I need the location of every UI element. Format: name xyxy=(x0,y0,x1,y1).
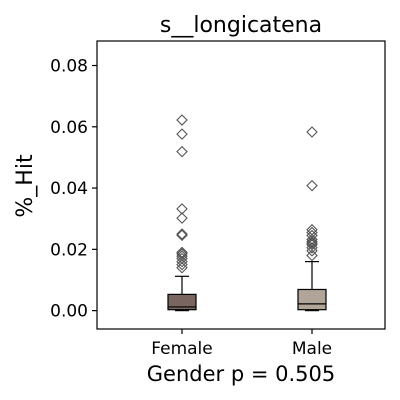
outlier-point xyxy=(176,250,188,262)
outlier-point xyxy=(306,237,318,249)
y-tick-label: 0.02 xyxy=(50,240,88,260)
box-iqr xyxy=(167,293,197,311)
outlier-point xyxy=(306,179,318,192)
x-axis: Female Male xyxy=(151,329,332,359)
outlier-point xyxy=(306,233,318,246)
box-series xyxy=(167,114,327,312)
x-tick-label: Male xyxy=(292,339,332,359)
box-group-female xyxy=(167,114,197,312)
outlier-point xyxy=(176,255,188,268)
y-tick-label: 0.00 xyxy=(50,302,88,322)
y-tick-label: 0.08 xyxy=(50,57,88,77)
outlier-point xyxy=(176,229,188,242)
outlier-point xyxy=(306,249,318,262)
outlier-point xyxy=(176,228,188,240)
outlier-point xyxy=(306,229,318,242)
outlier-point xyxy=(176,261,188,274)
box-group-male xyxy=(297,126,327,312)
outlier-point xyxy=(306,242,318,254)
y-tick-label: 0.04 xyxy=(50,179,88,199)
plot-frame xyxy=(96,40,386,330)
y-tick-label: 0.06 xyxy=(50,118,88,138)
outlier-point xyxy=(176,145,188,158)
outlier-point xyxy=(176,212,188,224)
y-axis-label: %_Hit xyxy=(13,154,38,218)
outlier-point xyxy=(306,126,318,138)
outlier-point xyxy=(176,128,188,140)
outlier-point xyxy=(176,203,188,215)
y-axis: 0.00 0.02 0.04 0.06 0.08 xyxy=(50,57,97,322)
chart-title: s__longicatena xyxy=(160,13,322,38)
outlier-point xyxy=(176,114,188,126)
outlier-point xyxy=(176,246,188,259)
outlier-point xyxy=(176,258,188,271)
x-axis-label: Gender p = 0.505 xyxy=(147,362,335,386)
outlier-point xyxy=(176,252,188,265)
outlier-point xyxy=(306,245,318,257)
x-tick-label: Female xyxy=(151,339,212,359)
box-iqr xyxy=(297,288,327,311)
outlier-point xyxy=(306,235,318,248)
